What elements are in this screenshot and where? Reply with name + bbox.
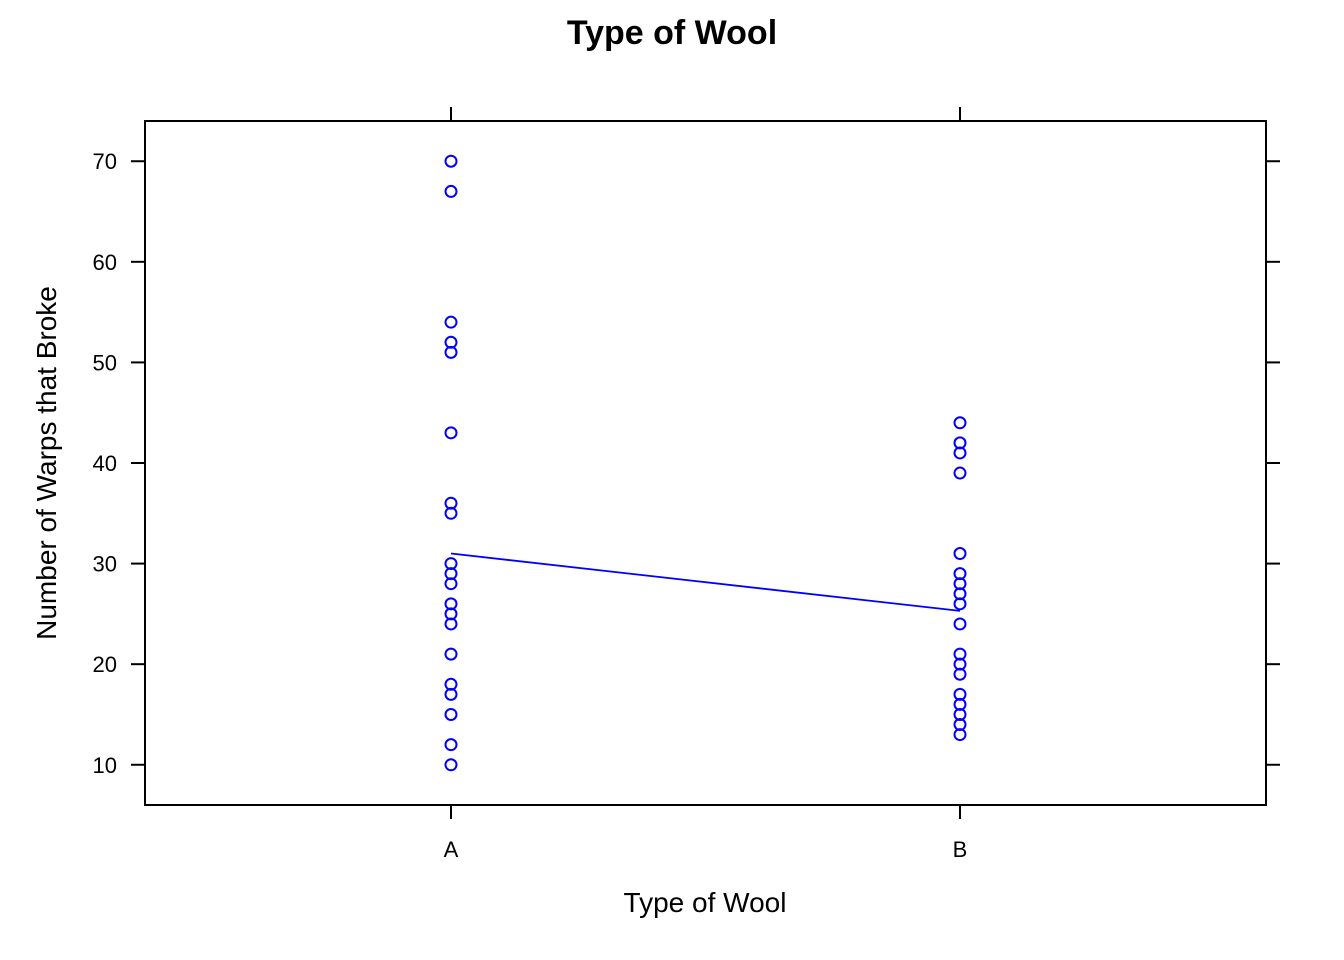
data-point-b — [953, 466, 967, 480]
data-point-a — [444, 707, 458, 721]
data-point-a — [444, 687, 458, 701]
data-point-a — [444, 738, 458, 752]
points-layer — [444, 154, 967, 772]
data-point-b — [953, 597, 967, 611]
data-point-a — [444, 577, 458, 591]
y-tick-label: 20 — [93, 652, 117, 677]
data-point-b — [953, 728, 967, 742]
data-point-a — [444, 184, 458, 198]
chart-title: Type of Wool — [567, 14, 777, 52]
data-point-b — [953, 617, 967, 631]
data-point-a — [444, 758, 458, 772]
x-tick-label: B — [953, 837, 968, 862]
y-axis: 10 20 30 40 50 60 70 — [93, 149, 1280, 778]
data-point-a — [444, 506, 458, 520]
y-axis-label: Number of Warps that Broke — [31, 286, 62, 640]
data-point-a — [444, 647, 458, 661]
y-tick-label: 50 — [93, 350, 117, 375]
x-tick-label: A — [444, 837, 459, 862]
mean-line — [450, 552, 961, 612]
data-point-b — [953, 446, 967, 460]
data-point-a — [444, 345, 458, 359]
data-point-b — [953, 416, 967, 430]
x-axis-label: Type of Wool — [624, 887, 787, 918]
data-point-a — [444, 154, 458, 168]
data-point-b — [953, 547, 967, 561]
mean-line-layer — [450, 552, 961, 612]
y-tick-label: 30 — [93, 552, 117, 577]
data-point-a — [444, 426, 458, 440]
data-point-a — [444, 617, 458, 631]
y-tick-label: 40 — [93, 451, 117, 476]
data-point-b — [953, 667, 967, 681]
y-tick-label: 60 — [93, 250, 117, 275]
plot-frame — [144, 120, 1267, 806]
y-tick-label: 10 — [93, 753, 117, 778]
y-tick-label: 70 — [93, 149, 117, 174]
data-point-a — [444, 315, 458, 329]
